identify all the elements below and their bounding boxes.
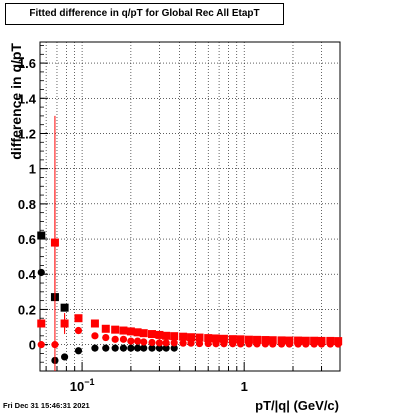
y-tick-label: 0.2	[18, 302, 36, 317]
data-point-square	[74, 314, 83, 323]
data-point-circle	[102, 333, 110, 342]
data-point-circle	[162, 344, 170, 352]
data-point-circle	[170, 339, 178, 347]
data-point-square	[119, 326, 128, 335]
data-point-square	[37, 231, 46, 240]
data-point-circle	[179, 339, 187, 347]
y-tick-label: 1.2	[18, 126, 36, 141]
data-point-square	[139, 329, 148, 338]
data-point-circle	[51, 341, 59, 349]
y-axis-label: difference in q/pT	[8, 43, 24, 160]
data-point-circle	[170, 344, 178, 352]
data-point-circle	[140, 344, 148, 352]
data-point-circle	[155, 339, 164, 347]
data-point-circle	[148, 344, 156, 352]
x-axis-label: pT/|q| (GeV/c)	[255, 398, 339, 413]
x-tick-label: 10−1	[70, 377, 95, 394]
data-point-circle	[195, 339, 204, 348]
data-point-square	[195, 333, 204, 342]
data-point-circle	[162, 339, 170, 347]
data-point-circle	[253, 340, 261, 348]
plot-frame	[39, 41, 341, 372]
data-point-circle	[261, 340, 269, 348]
data-point-square	[277, 336, 286, 345]
data-point-circle	[187, 339, 195, 347]
data-point-square	[101, 324, 110, 333]
data-point-square	[268, 336, 277, 345]
grid-lines	[40, 42, 340, 371]
data-point-circle	[119, 335, 128, 343]
data-point-square	[148, 330, 157, 339]
x-tick-label: 1	[241, 379, 248, 394]
data-point-circle	[155, 344, 164, 352]
data-point-square	[37, 319, 46, 328]
data-point-circle	[220, 340, 228, 348]
axes: 0 0.2 0.4 0.6 0.8 1 1.2 1.4 1.6 10−1 1	[18, 45, 323, 394]
data-point-circle	[326, 340, 334, 348]
data-point-square	[60, 303, 69, 312]
data-point-circle	[148, 338, 156, 347]
data-point-circle	[245, 340, 253, 348]
data-point-square	[187, 333, 196, 342]
y-tick-label: 1	[29, 162, 36, 177]
data-point-circle	[119, 344, 128, 352]
x-tick-exponent: −1	[84, 377, 94, 387]
y-tick-label: 1.6	[18, 56, 36, 71]
data-point-circle	[74, 326, 83, 335]
data-point-square	[261, 336, 270, 345]
data-point-circle	[91, 332, 99, 340]
data-point-circle	[302, 340, 310, 348]
timestamp: Fri Dec 31 15:46:31 2021	[3, 401, 90, 410]
data-point-square	[90, 319, 99, 328]
data-point-circle	[204, 339, 212, 348]
data-point-circle	[111, 335, 119, 343]
data-markers	[37, 115, 343, 371]
y-tick-label: 0	[29, 338, 36, 353]
data-point-circle	[269, 340, 277, 348]
data-point-square	[244, 335, 253, 344]
data-point-circle	[212, 340, 220, 348]
data-point-circle	[310, 340, 318, 348]
y-tick-label: 1.4	[18, 91, 37, 106]
data-point-circle	[229, 340, 237, 348]
data-point-circle	[60, 319, 69, 328]
data-point-circle	[127, 344, 135, 352]
data-point-square	[228, 335, 237, 344]
data-point-square	[236, 335, 245, 344]
y-tick-label: 0.6	[18, 232, 36, 247]
data-point-square	[155, 330, 164, 339]
data-point-circle	[74, 347, 83, 355]
data-point-circle	[285, 340, 293, 348]
data-point-circle	[317, 340, 326, 348]
y-tick-label: 0.4	[18, 267, 37, 282]
data-point-circle	[277, 340, 286, 348]
data-point-circle	[91, 344, 99, 352]
data-point-circle	[140, 338, 148, 346]
data-point-circle	[294, 340, 302, 348]
data-point-circle	[133, 337, 142, 345]
data-point-square	[179, 332, 188, 341]
data-point-circle	[111, 344, 119, 352]
data-point-square	[219, 334, 228, 343]
y-tick-label: 0.8	[18, 197, 36, 212]
data-point-circle	[127, 337, 135, 345]
chart-title: Fitted difference in q/pT for Global Rec…	[5, 3, 284, 25]
data-point-circle	[37, 268, 45, 277]
data-point-circle	[37, 341, 45, 349]
data-point-square	[133, 328, 142, 337]
data-point-square	[170, 332, 179, 341]
data-point-square	[253, 335, 262, 344]
data-point-square	[111, 325, 120, 334]
data-point-circle	[334, 340, 342, 348]
data-point-square	[126, 327, 135, 336]
data-point-square	[211, 334, 220, 343]
data-point-circle	[102, 344, 110, 352]
data-point-circle	[236, 340, 245, 348]
data-point-circle	[60, 353, 69, 361]
data-point-square	[162, 331, 171, 340]
data-point-square	[204, 334, 213, 343]
data-point-circle	[133, 344, 142, 352]
